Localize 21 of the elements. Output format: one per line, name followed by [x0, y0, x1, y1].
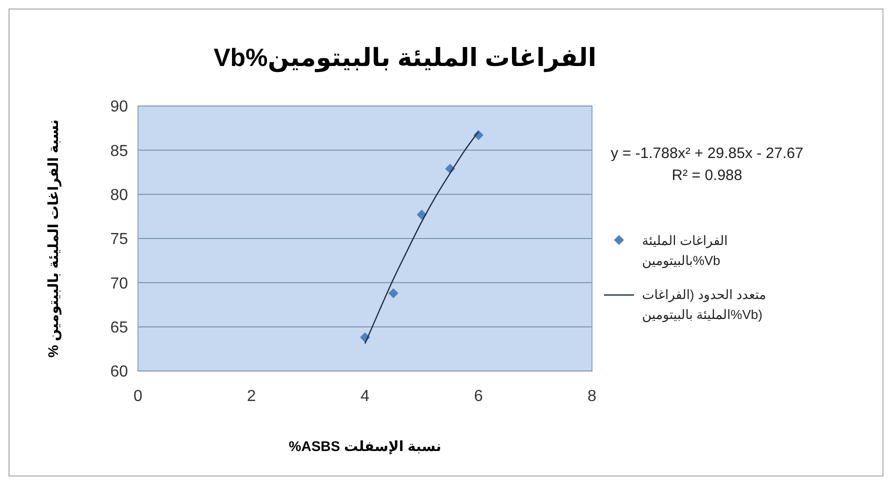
x-tick-label: 6	[474, 388, 484, 405]
legend-label: متعدد الحدود (الفراغات المليئة بالبيتومين%Vb)	[642, 287, 766, 323]
x-tick-label: 4	[360, 388, 370, 405]
y-tick-label: 65	[110, 319, 128, 336]
y-tick-label: 70	[110, 275, 128, 292]
x-tick-label: 8	[588, 388, 597, 405]
y-tick-label: 90	[110, 98, 128, 116]
y-tick-label: 60	[110, 364, 128, 381]
x-axis-title: نسبة الإسفلت ASBS%	[288, 438, 442, 455]
text: y = -1.788x² + 29.85x - 27.67	[610, 145, 804, 162]
legend-label: الفراغات المليئة بالبيتومين%Vb	[642, 233, 728, 269]
y-axis-title: نسبة الفراغات المليئة بالبيتومين %	[45, 120, 62, 358]
point	[416, 210, 427, 220]
y-tick-label: 75	[110, 231, 128, 248]
chart-title: الفراغات المليئة بالبيتومين%Vb	[214, 44, 596, 73]
x-tick-label: 0	[134, 388, 143, 405]
point	[388, 288, 398, 298]
text: R² = 0.988	[672, 167, 742, 184]
y-tick-label: 80	[110, 186, 128, 204]
y-tick-label: 85	[110, 142, 128, 160]
x-tick-label: 2	[247, 388, 256, 405]
